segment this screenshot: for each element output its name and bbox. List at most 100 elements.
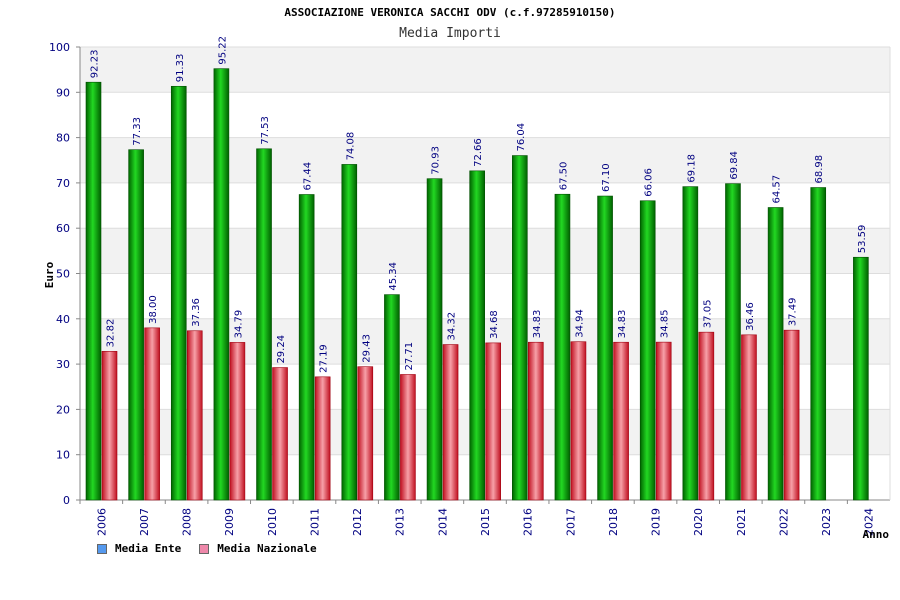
x-axis-label: Anno (863, 528, 890, 541)
data-label: 37.49 (788, 298, 799, 327)
data-label: 92.23 (90, 50, 101, 79)
x-tick-label: 2011 (308, 508, 321, 536)
data-label: 34.94 (574, 309, 585, 338)
data-label: 77.33 (132, 117, 143, 146)
data-label: 67.44 (303, 162, 314, 191)
bar-media-ente-2014 (426, 178, 443, 501)
bar-media-ente-2010 (256, 148, 272, 501)
bar-media-ente-2023 (810, 187, 827, 501)
bar-media-nazionale-2019 (655, 341, 672, 501)
grid-band (80, 137, 890, 183)
data-label: 67.50 (558, 162, 569, 191)
bar-media-ente-2018 (597, 195, 613, 501)
y-tick-label: 80 (56, 132, 70, 145)
x-tick-label: 2006 (95, 508, 108, 536)
data-label: 91.33 (175, 54, 186, 83)
y-axis-label: Euro (43, 261, 56, 288)
data-label: 68.98 (814, 155, 825, 184)
bar-media-nazionale-2011 (314, 376, 331, 501)
bar-media-nazionale-2012 (357, 366, 374, 501)
bar-media-ente-2015 (469, 170, 485, 501)
data-label: 66.06 (644, 168, 655, 197)
data-label: 34.83 (617, 310, 628, 339)
y-tick-label: 40 (56, 313, 70, 326)
grid-band (80, 47, 890, 93)
bar-media-ente-2008 (170, 85, 187, 501)
x-tick-label: 2009 (223, 508, 236, 536)
bar-media-ente-2024 (853, 256, 869, 501)
data-label: 27.19 (319, 344, 330, 373)
y-tick-label: 20 (56, 403, 70, 416)
bar-media-nazionale-2008 (186, 330, 203, 501)
x-tick-label: 2007 (138, 508, 151, 536)
data-label: 67.10 (601, 163, 612, 192)
legend-label-media-nazionale: Media Nazionale (217, 542, 317, 555)
bar-media-ente-2011 (298, 194, 315, 501)
x-tick-label: 2014 (436, 508, 449, 536)
y-tick-label: 60 (56, 222, 70, 235)
y-tick-label: 10 (56, 449, 70, 462)
bar-media-ente-2022 (767, 207, 784, 501)
data-label: 95.22 (217, 36, 228, 65)
data-label: 37.05 (702, 300, 713, 329)
data-label: 53.59 (857, 225, 868, 254)
data-label: 27.71 (404, 342, 415, 371)
bar-media-ente-2016 (512, 155, 528, 501)
data-label: 69.18 (686, 154, 697, 183)
legend-label-media-ente: Media Ente (115, 542, 182, 555)
y-tick-label: 90 (56, 86, 70, 99)
legend-swatch-media-nazionale (199, 543, 210, 554)
bar-media-nazionale-2009 (229, 342, 246, 501)
y-tick-label: 100 (49, 41, 70, 54)
x-tick-label: 2021 (735, 508, 748, 536)
data-label: 77.53 (260, 116, 271, 145)
data-label: 34.83 (532, 310, 543, 339)
x-tick-label: 2020 (692, 508, 705, 536)
chart-title: ASSOCIAZIONE VERONICA SACCHI ODV (c.f.97… (284, 6, 615, 19)
bar-media-nazionale-2018 (613, 341, 629, 501)
bar-media-ente-2020 (682, 186, 699, 501)
data-label: 32.82 (106, 319, 117, 348)
y-tick-label: 30 (56, 358, 70, 371)
bar-media-nazionale-2006 (101, 351, 118, 501)
data-label: 34.32 (447, 312, 458, 341)
bar-media-ente-2017 (554, 193, 571, 501)
bar-media-ente-2013 (384, 294, 400, 501)
legend: Media Ente Media Nazionale (97, 542, 317, 555)
data-label: 70.93 (431, 146, 442, 175)
bar-media-nazionale-2021 (741, 334, 757, 501)
x-tick-label: 2010 (266, 508, 279, 536)
data-label: 38.00 (148, 295, 159, 324)
legend-item-media-ente: Media Ente (97, 542, 181, 555)
x-tick-label: 2018 (607, 508, 620, 536)
data-label: 29.24 (276, 335, 287, 364)
data-label: 64.57 (772, 175, 783, 204)
bar-media-ente-2006 (85, 81, 102, 501)
x-tick-label: 2012 (351, 508, 364, 536)
x-tick-label: 2022 (777, 508, 790, 536)
x-tick-label: 2017 (564, 508, 577, 536)
bar-media-ente-2019 (639, 200, 656, 501)
y-tick-label: 0 (63, 494, 70, 507)
y-tick-label: 70 (56, 177, 70, 190)
bar-media-ente-2021 (725, 183, 741, 501)
bar-media-nazionale-2010 (272, 367, 288, 501)
bar-media-nazionale-2013 (400, 374, 416, 501)
x-tick-label: 2016 (522, 508, 535, 536)
x-tick-label: 2023 (820, 508, 833, 536)
bar-media-nazionale-2020 (698, 331, 715, 501)
x-tick-label: 2024 (863, 508, 876, 536)
data-label: 37.36 (191, 298, 202, 327)
data-label: 72.66 (473, 138, 484, 167)
data-label: 34.79 (233, 310, 244, 339)
bar-media-ente-2007 (128, 149, 144, 501)
bar-media-nazionale-2016 (528, 341, 544, 501)
bar-media-nazionale-2017 (570, 341, 587, 501)
data-label: 74.08 (345, 132, 356, 161)
data-label: 34.85 (660, 309, 671, 338)
data-label: 36.46 (745, 302, 756, 331)
data-label: 69.84 (729, 151, 740, 180)
bar-media-nazionale-2007 (144, 327, 160, 501)
chart-subtitle: Media Importi (399, 26, 501, 41)
